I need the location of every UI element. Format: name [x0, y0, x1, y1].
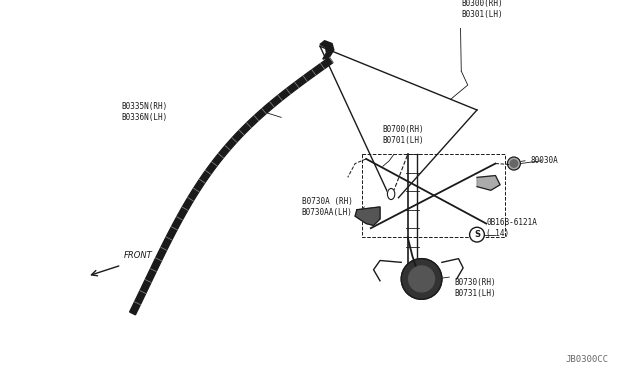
Text: B0730(RH)
B0731(LH): B0730(RH) B0731(LH) [454, 279, 495, 298]
Text: B0730A (RH)
B0730AA(LH): B0730A (RH) B0730AA(LH) [301, 197, 353, 217]
Text: B0300(RH)
B0301(LH): B0300(RH) B0301(LH) [461, 0, 503, 19]
Text: B0700(RH)
B0701(LH): B0700(RH) B0701(LH) [383, 125, 424, 145]
Text: B0335N(RH)
B0336N(LH): B0335N(RH) B0336N(LH) [122, 102, 168, 122]
Ellipse shape [387, 189, 395, 199]
Circle shape [508, 157, 520, 170]
Circle shape [470, 227, 484, 242]
Circle shape [401, 259, 442, 299]
Polygon shape [355, 207, 380, 225]
Text: 0B16B-6121A
( 14): 0B16B-6121A ( 14) [486, 218, 537, 238]
Polygon shape [130, 57, 333, 315]
Polygon shape [320, 41, 334, 59]
Circle shape [510, 160, 518, 167]
Text: S: S [474, 230, 480, 239]
Polygon shape [477, 176, 500, 190]
Text: FRONT: FRONT [124, 251, 152, 260]
Text: JB0300CC: JB0300CC [565, 355, 608, 364]
Circle shape [409, 266, 435, 292]
Text: 80030A: 80030A [531, 156, 558, 165]
